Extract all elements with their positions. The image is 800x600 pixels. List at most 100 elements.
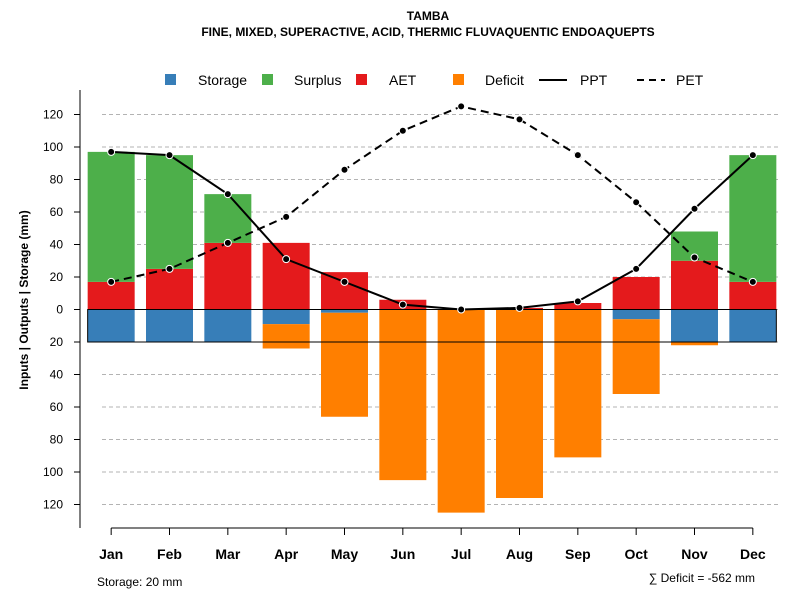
legend-deficit-label: Deficit (485, 72, 524, 88)
pet-point (282, 212, 291, 221)
legend-pet-label: PET (676, 72, 704, 88)
storage-bar (262, 309, 310, 325)
aet-bar (612, 277, 660, 310)
ppt-line (111, 150, 754, 311)
x-tick-label: Jul (451, 546, 471, 562)
pet-point (340, 165, 349, 174)
y-tick-label: 0 (56, 303, 63, 317)
y-axis: 120 100 80 60 40 20 0 20 40 60 80 100 120 (43, 90, 81, 528)
legend-deficit-swatch (453, 74, 464, 85)
x-tick-label: Mar (215, 546, 240, 562)
bars-layer (87, 151, 777, 513)
y-tick-label: 40 (50, 238, 64, 252)
deficit-bar (496, 309, 543, 498)
pet-point (573, 151, 582, 160)
storage-bar (204, 309, 252, 342)
pet-point (165, 264, 174, 273)
surplus-bar (87, 151, 135, 282)
ppt-point (282, 255, 291, 264)
x-tick-label: Sep (565, 546, 591, 562)
storage-bar (612, 309, 660, 320)
pet-point (690, 253, 699, 262)
aet-bar (262, 242, 310, 310)
chart-subtitle: FINE, MIXED, SUPERACTIVE, ACID, THERMIC … (201, 25, 654, 39)
y-tick-label: 60 (50, 205, 64, 219)
ppt-point (107, 147, 116, 156)
legend-storage-label: Storage (198, 72, 247, 88)
pet-point (107, 277, 116, 286)
pet-point (398, 126, 407, 135)
aet-bar (554, 303, 602, 310)
chart-title: TAMBA (407, 9, 450, 23)
storage-capacity-box (87, 309, 777, 343)
legend-surplus-swatch (262, 74, 273, 85)
legend-surplus-label: Surplus (294, 72, 341, 88)
x-tick-label: May (331, 546, 358, 562)
storage-bar (321, 309, 368, 313)
aet-bar (87, 281, 135, 310)
y-tick-label: 20 (50, 270, 64, 284)
deficit-sum-note: ∑ Deficit = -562 mm (649, 571, 755, 585)
aet-bar (321, 272, 368, 310)
deficit-bar (262, 324, 310, 349)
pet-point (632, 198, 641, 207)
x-tick-label: Aug (506, 546, 533, 562)
y-tick-label: 60 (50, 400, 64, 414)
ppt-point (515, 303, 524, 312)
y-tick-label: 100 (43, 140, 63, 154)
x-tick-label: Jan (99, 546, 123, 562)
x-tick-label: Oct (624, 546, 648, 562)
deficit-bar (437, 309, 485, 513)
x-tick-label: Feb (157, 546, 182, 562)
surplus-bar (146, 155, 193, 269)
y-tick-label: 80 (50, 433, 64, 447)
ppt-point (165, 151, 174, 160)
ppt-point (690, 204, 699, 213)
storage-bar (87, 309, 135, 342)
legend-storage-swatch (165, 74, 176, 85)
aet-bar (671, 260, 718, 310)
surplus-bar (204, 194, 252, 243)
x-tick-label: Jun (390, 546, 415, 562)
x-tick-label: Apr (274, 546, 299, 562)
deficit-bar (554, 309, 602, 458)
ppt-point (632, 264, 641, 273)
pet-point (223, 238, 232, 247)
legend-aet-swatch (356, 74, 367, 85)
y-tick-label: 120 (43, 498, 63, 512)
y-tick-label: 40 (50, 368, 64, 382)
aet-bar (729, 281, 777, 310)
ppt-point (573, 297, 582, 306)
aet-bar (204, 242, 252, 310)
y-tick-label: 80 (50, 173, 64, 187)
deficit-bar (612, 319, 660, 394)
pet-line (110, 105, 754, 283)
y-axis-label: Inputs | Outputs | Storage (mm) (17, 210, 31, 389)
storage-bar (146, 309, 193, 342)
y-tick-label: 120 (43, 108, 63, 122)
surplus-bar (729, 155, 777, 282)
x-tick-label: Dec (740, 546, 766, 562)
deficit-bar (379, 309, 427, 481)
deficit-bar (671, 342, 718, 346)
pet-point (515, 115, 524, 124)
x-tick-label: Nov (681, 546, 708, 562)
ppt-point (223, 190, 232, 199)
storage-bar (729, 309, 777, 342)
deficit-bar (321, 312, 368, 417)
storage-note: Storage: 20 mm (97, 575, 182, 589)
legend-aet-label: AET (389, 72, 417, 88)
legend-ppt-label: PPT (580, 72, 608, 88)
chart-legend: Storage Surplus AET Deficit PPT PET (165, 72, 704, 88)
storage-bar (671, 309, 718, 342)
y-tick-label: 20 (50, 335, 64, 349)
pet-point (748, 277, 757, 286)
y-tick-label: 100 (43, 465, 63, 479)
ppt-point (457, 305, 466, 314)
lines-layer (107, 102, 757, 314)
pet-point (457, 102, 466, 111)
aet-bar (146, 268, 193, 310)
ppt-point (748, 151, 757, 160)
ppt-point (398, 300, 407, 309)
